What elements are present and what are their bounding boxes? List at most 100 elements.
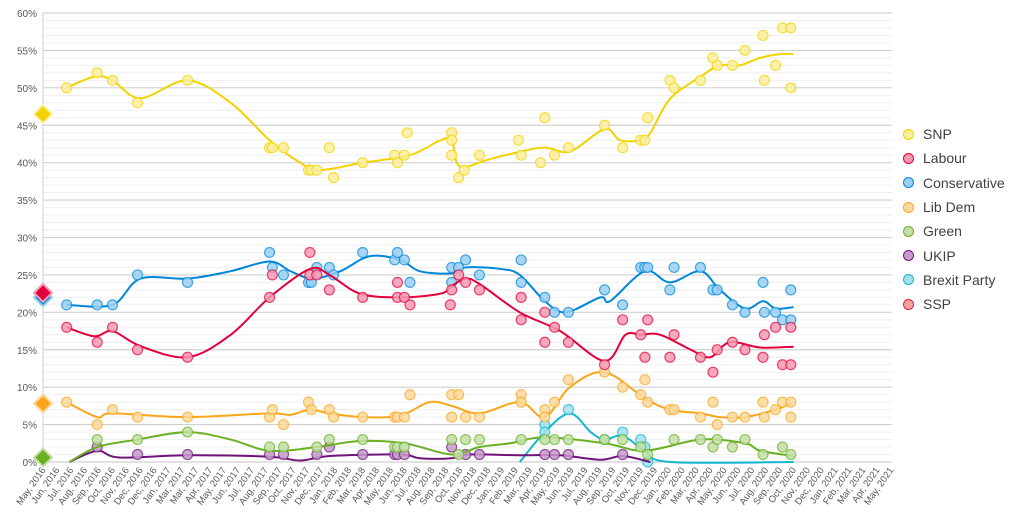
y-tick-label: 35% bbox=[17, 196, 37, 207]
conservative-poll-point bbox=[181, 276, 194, 288]
lib-dem-election-marker bbox=[32, 393, 54, 415]
conservative-poll-point bbox=[106, 299, 119, 311]
conservative-poll-point bbox=[668, 261, 680, 274]
green-poll-point bbox=[91, 433, 103, 446]
lib-dem-poll-point bbox=[639, 374, 651, 386]
labour-poll-point bbox=[106, 321, 119, 333]
ukip-poll-point bbox=[473, 448, 486, 461]
labour-poll-point bbox=[635, 329, 647, 341]
labour-poll-point bbox=[726, 336, 739, 348]
y-tick-label: 30% bbox=[17, 234, 37, 245]
conservative-poll-point bbox=[263, 246, 276, 259]
conservative-poll-point bbox=[757, 276, 769, 288]
green-poll-point bbox=[711, 433, 723, 446]
labour-poll-point bbox=[769, 321, 782, 333]
labour-poll-point bbox=[617, 314, 629, 326]
conservative-poll-point bbox=[515, 276, 527, 288]
snp-poll-point bbox=[327, 172, 340, 184]
green-poll-point bbox=[598, 433, 611, 446]
green-poll-point bbox=[776, 441, 789, 453]
labour-poll-point bbox=[311, 269, 323, 281]
labour-poll-point bbox=[304, 246, 316, 259]
lib-dem-poll-point bbox=[562, 374, 575, 386]
green-poll-point bbox=[617, 433, 629, 446]
lib-dem-poll-point bbox=[398, 411, 410, 423]
labour-poll-point bbox=[398, 291, 410, 303]
labour-poll-point bbox=[61, 321, 73, 333]
snp-poll-point bbox=[181, 74, 194, 86]
labour-poll-point bbox=[263, 291, 276, 303]
labour-poll-point bbox=[785, 321, 797, 333]
snp-poll-point bbox=[473, 149, 486, 161]
labour-election-marker bbox=[32, 282, 54, 304]
labour-poll-point bbox=[91, 336, 103, 348]
green-poll-point bbox=[562, 433, 575, 446]
labour-poll-point bbox=[391, 276, 404, 288]
conservative-poll-point bbox=[758, 306, 771, 318]
green-poll-point bbox=[357, 433, 369, 446]
snp-poll-point bbox=[512, 134, 524, 146]
green-poll-point bbox=[323, 433, 335, 446]
snp-trend-line bbox=[66, 52, 794, 172]
ukip-poll-point bbox=[562, 448, 575, 461]
snp-poll-point bbox=[446, 149, 458, 161]
lib-dem-poll-point bbox=[635, 389, 647, 401]
legend-item: SNP bbox=[903, 122, 1005, 146]
legend-marker-icon bbox=[903, 225, 914, 237]
y-tick-label: 20% bbox=[17, 308, 37, 319]
labour-poll-point bbox=[548, 321, 561, 333]
snp-poll-point bbox=[711, 59, 723, 71]
snp-poll-point bbox=[458, 164, 470, 176]
snp-poll-point bbox=[668, 82, 680, 94]
snp-poll-point bbox=[277, 142, 290, 154]
snp-poll-point bbox=[401, 127, 413, 139]
y-tick-label: 40% bbox=[17, 159, 37, 170]
labour-poll-point bbox=[639, 351, 651, 363]
lib-dem-poll-point bbox=[711, 418, 723, 431]
snp-poll-point bbox=[539, 112, 551, 124]
snp-poll-point bbox=[323, 142, 335, 154]
lib-dem-poll-point bbox=[473, 411, 486, 423]
lib-dem-poll-point bbox=[617, 381, 629, 393]
labour-poll-point bbox=[785, 359, 797, 371]
snp-poll-point bbox=[61, 82, 73, 94]
labour-poll-point bbox=[357, 291, 369, 303]
snp-poll-point bbox=[757, 29, 769, 42]
brexit-party-poll-point bbox=[562, 404, 575, 416]
lib-dem-poll-point bbox=[61, 396, 73, 408]
lib-dem-poll-point bbox=[453, 389, 465, 401]
y-tick-label: 15% bbox=[17, 346, 37, 357]
snp-poll-point bbox=[639, 134, 651, 146]
conservative-poll-point bbox=[61, 299, 73, 311]
labour-poll-point bbox=[181, 351, 194, 363]
lib-dem-poll-point bbox=[739, 411, 751, 423]
labour-poll-point bbox=[758, 329, 771, 341]
snp-poll-point bbox=[535, 157, 547, 169]
green-election-marker bbox=[32, 447, 54, 468]
lib-dem-poll-point bbox=[757, 396, 769, 408]
snp-poll-point bbox=[266, 142, 278, 154]
lib-dem-poll-point bbox=[769, 404, 782, 416]
green-poll-point bbox=[398, 441, 410, 453]
lib-dem-poll-point bbox=[357, 411, 369, 423]
green-poll-point bbox=[539, 433, 551, 446]
conservative-poll-point bbox=[769, 306, 782, 318]
conservative-poll-point bbox=[357, 246, 369, 259]
snp-poll-point bbox=[106, 74, 119, 86]
conservative-poll-point bbox=[391, 246, 404, 259]
y-tick-label: 60% bbox=[17, 9, 37, 20]
green-poll-point bbox=[757, 448, 769, 461]
lib-dem-poll-point bbox=[785, 396, 797, 408]
green-poll-point bbox=[694, 433, 707, 446]
green-poll-point bbox=[459, 433, 472, 446]
snp-poll-point bbox=[515, 149, 527, 161]
conservative-poll-point bbox=[548, 306, 561, 318]
green-poll-point bbox=[785, 448, 797, 461]
green-poll-point bbox=[548, 433, 561, 446]
lib-dem-poll-point bbox=[539, 411, 551, 423]
snp-poll-point bbox=[726, 59, 739, 71]
labour-poll-point bbox=[539, 336, 551, 348]
legend-marker-icon bbox=[903, 152, 914, 164]
ukip-poll-point bbox=[617, 448, 629, 461]
legend-item: Lib Dem bbox=[903, 195, 1005, 219]
